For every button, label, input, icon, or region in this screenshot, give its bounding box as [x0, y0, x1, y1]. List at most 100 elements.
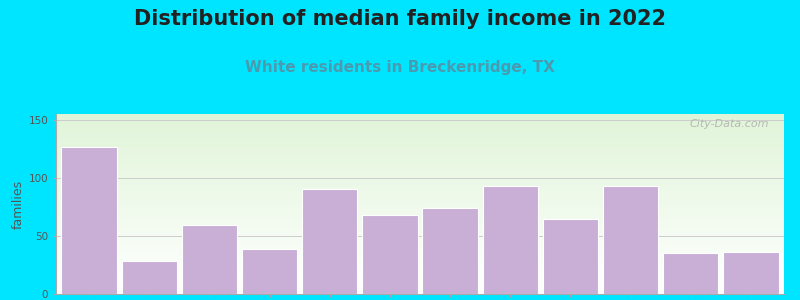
Y-axis label: families: families	[11, 179, 25, 229]
Bar	[56, 283, 784, 284]
Bar	[56, 158, 784, 159]
Bar	[56, 272, 784, 273]
Bar	[56, 233, 784, 234]
Bar	[56, 248, 784, 249]
Bar	[56, 197, 784, 198]
Bar	[56, 220, 784, 221]
Bar	[242, 249, 298, 294]
Bar	[56, 116, 784, 117]
Bar	[56, 274, 784, 275]
Bar	[56, 117, 784, 118]
Bar	[56, 185, 784, 186]
Bar	[56, 292, 784, 293]
Bar	[56, 189, 784, 190]
Bar	[56, 124, 784, 125]
Bar	[56, 137, 784, 138]
Bar	[56, 212, 784, 213]
Bar	[56, 229, 784, 230]
Bar	[56, 207, 784, 208]
Bar	[56, 218, 784, 219]
Bar	[56, 253, 784, 254]
Bar	[56, 266, 784, 267]
Bar	[56, 239, 784, 240]
Bar	[56, 160, 784, 161]
Bar	[56, 123, 784, 124]
Bar	[56, 127, 784, 128]
Bar	[56, 205, 784, 206]
Bar	[56, 172, 784, 173]
Bar	[56, 270, 784, 271]
Bar	[56, 139, 784, 140]
Bar	[56, 190, 784, 191]
Bar	[56, 247, 784, 248]
Bar	[56, 249, 784, 250]
Bar	[56, 242, 784, 243]
Bar	[422, 208, 478, 294]
Bar	[56, 144, 784, 145]
Bar	[56, 280, 784, 281]
Bar	[56, 271, 784, 272]
Bar	[56, 267, 784, 268]
Bar	[56, 193, 784, 194]
Bar	[56, 133, 784, 134]
Bar	[542, 218, 598, 294]
Bar	[62, 146, 117, 294]
Bar	[56, 143, 784, 144]
Bar	[56, 259, 784, 260]
Bar	[56, 265, 784, 266]
Bar	[56, 288, 784, 289]
Bar	[482, 186, 538, 294]
Text: City-Data.com: City-Data.com	[690, 119, 770, 129]
Bar	[56, 250, 784, 251]
Bar	[56, 256, 784, 257]
Bar	[56, 264, 784, 265]
Bar	[56, 159, 784, 160]
Text: White residents in Breckenridge, TX: White residents in Breckenridge, TX	[245, 60, 555, 75]
Bar	[56, 170, 784, 171]
Bar	[56, 166, 784, 167]
Bar	[56, 130, 784, 131]
Bar	[56, 254, 784, 255]
Bar	[56, 216, 784, 217]
Bar	[56, 164, 784, 165]
Bar	[56, 219, 784, 220]
Bar	[56, 199, 784, 200]
Bar	[56, 273, 784, 274]
Bar	[56, 208, 784, 209]
Bar	[56, 118, 784, 119]
Bar	[56, 268, 784, 269]
Bar	[56, 241, 784, 242]
Bar	[56, 129, 784, 130]
Bar	[302, 190, 358, 294]
Bar	[56, 221, 784, 222]
Bar	[56, 238, 784, 239]
Bar	[56, 226, 784, 227]
Bar	[56, 234, 784, 235]
Bar	[56, 232, 784, 233]
Bar	[56, 206, 784, 207]
Bar	[56, 118, 784, 119]
Bar	[56, 252, 784, 253]
Bar	[56, 184, 784, 185]
Bar	[56, 150, 784, 151]
Bar	[56, 258, 784, 259]
Bar	[56, 198, 784, 199]
Bar	[56, 275, 784, 276]
Bar	[56, 217, 784, 218]
Bar	[56, 114, 784, 115]
Bar	[56, 171, 784, 172]
Bar	[56, 284, 784, 285]
Bar	[56, 231, 784, 232]
Bar	[56, 211, 784, 212]
Bar	[56, 223, 784, 224]
Bar	[56, 235, 784, 236]
Bar	[56, 152, 784, 153]
Bar	[56, 240, 784, 241]
Bar	[56, 183, 784, 184]
Bar	[56, 291, 784, 292]
Bar	[56, 161, 784, 162]
Bar	[56, 282, 784, 283]
Bar	[56, 115, 784, 116]
Bar	[56, 277, 784, 278]
Bar	[56, 134, 784, 135]
